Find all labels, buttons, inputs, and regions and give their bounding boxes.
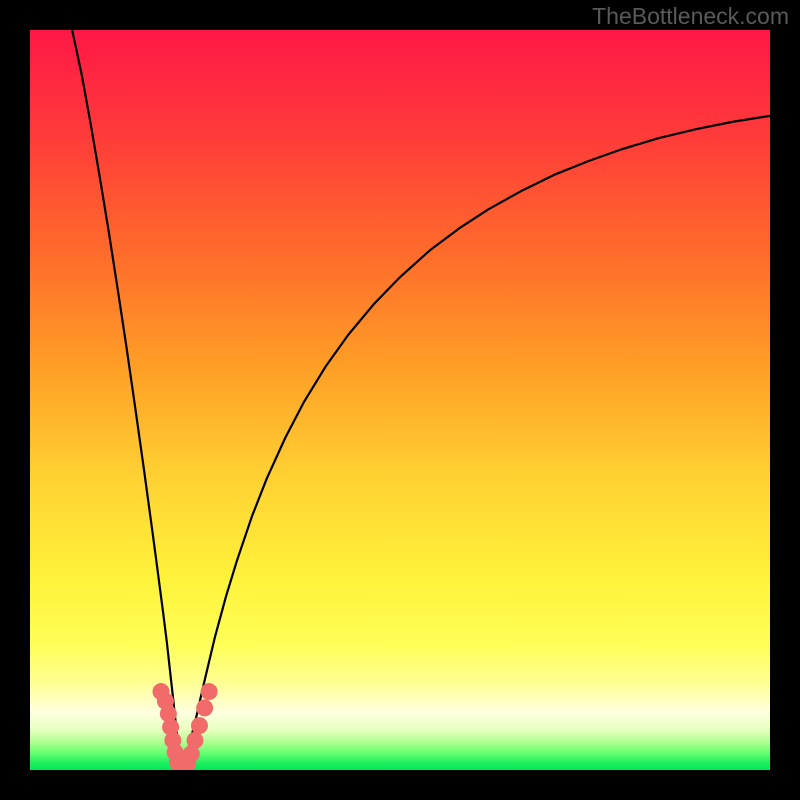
trough-marker-dot (201, 683, 218, 700)
chart-frame: TheBottleneck.com (0, 0, 800, 800)
trough-marker-dot (196, 699, 213, 716)
trough-marker-dot (191, 717, 208, 734)
gradient-background (30, 30, 770, 770)
bottleneck-curve-chart (30, 30, 770, 770)
plot-area (30, 30, 770, 770)
watermark-text: TheBottleneck.com (592, 3, 789, 30)
trough-marker-dot (187, 732, 204, 749)
